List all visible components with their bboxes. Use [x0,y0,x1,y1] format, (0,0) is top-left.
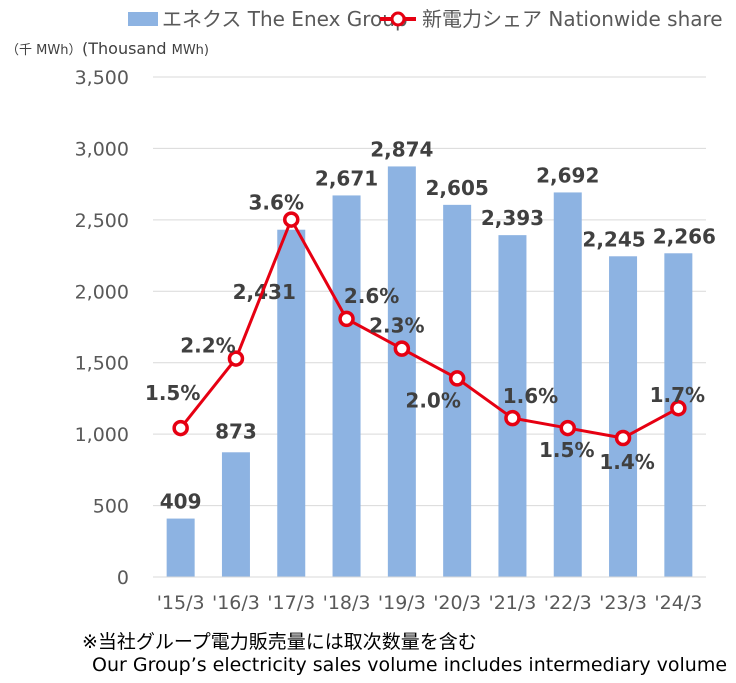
bar-value-label: 2,671 [315,166,378,190]
share-value-label: 1.7% [650,383,705,407]
y-tick-label: 1,000 [75,424,129,446]
bar [443,204,472,577]
y-axis-ticks: 0 500 1,000 1,500 2,000 2,500 3,000 3,500 [75,67,129,589]
bar-value-label: 2,692 [536,163,599,187]
bar [332,195,361,577]
share-marker [338,310,355,328]
y-tick-label: 3,000 [75,138,129,160]
footnote-jp: ※当社グループ電力販売量には取次数量を含む [82,631,477,653]
share-value-label: 2.0% [405,388,460,412]
share-marker [283,211,300,228]
share-value-label: 2.6% [344,284,399,308]
share-marker [670,399,687,417]
bar-value-label: 2,245 [582,227,645,251]
bar [609,256,638,577]
legend-bar-swatch [128,12,158,26]
bars [166,166,693,578]
share-labels: 1.5%2.2%3.6%2.6%2.3%2.0% 1.6%1.5% 1.4%1.7% [145,191,705,474]
bar-labels: 4098732,4312,6712,8742,6052,3932,6922,24… [160,137,716,513]
share-value-label: 3.6% [249,191,304,215]
x-tick-label: '21/3 [489,592,537,614]
bar-value-label: 2,605 [426,176,489,200]
bar [221,452,250,577]
share-marker [172,419,189,437]
x-tick-label: '24/3 [654,592,702,614]
share-marker [448,370,466,387]
unit-label-en-main: (Thousand [82,39,172,58]
share-value-label: 2.3% [369,314,424,338]
bar-value-label: 2,874 [370,137,433,161]
bar [387,166,416,577]
legend-line-label: 新電力シェア Nationwide share [422,7,723,31]
y-tick-label: 2,500 [75,210,129,232]
bar-value-label: 2,266 [653,224,716,248]
unit-label-jp: （千 MWh） [6,43,81,58]
bar-value-label: 409 [160,490,202,514]
bar [553,192,582,577]
bar [277,229,306,577]
share-value-label: 1.5% [539,438,594,462]
share-value-label: 1.4% [599,450,654,474]
share-value-label: 1.5% [145,381,200,405]
share-value-label: 1.6% [503,384,558,408]
x-tick-label: '15/3 [157,592,205,614]
share-polyline [179,216,680,440]
bar-value-label: 873 [215,419,257,443]
y-tick-label: 0 [117,567,129,589]
unit-label-en: (Thousand MWh) [82,39,209,58]
x-tick-label: '16/3 [212,592,260,614]
x-tick-label: '22/3 [544,592,592,614]
bar [166,518,195,577]
bar-value-label: 2,393 [481,206,544,230]
share-line [172,211,687,447]
x-tick-label: '23/3 [599,592,647,614]
share-marker [614,429,632,447]
bar [498,235,527,577]
share-value-label: 2.2% [180,334,235,358]
x-axis-ticks: '15/3 '16/3 '17/3 '18/3 '19/3 '20/3 '21/3 '22/3… [157,592,703,614]
share-marker [559,419,576,437]
x-tick-label: '19/3 [378,592,426,614]
unit-label: （千 MWh） (Thousand MWh) [6,39,209,58]
y-tick-label: 3,500 [75,67,129,89]
y-tick-label: 1,500 [75,353,129,375]
x-tick-label: '20/3 [433,592,481,614]
share-marker [227,350,245,367]
legend: エネクス The Enex Group 新電力シェア Nationwide sh… [128,7,723,31]
x-tick-label: '17/3 [267,592,315,614]
y-tick-label: 2,000 [75,281,129,303]
legend-bar-label: エネクス The Enex Group [162,7,408,31]
footnote-en: Our Group’s electricity sales volume inc… [92,654,728,676]
x-tick-label: '18/3 [323,592,371,614]
unit-label-en-unit: MWh) [172,43,209,58]
legend-line-marker [390,11,406,27]
y-tick-label: 500 [93,496,129,518]
share-marker [504,409,521,427]
share-marker [393,340,411,357]
